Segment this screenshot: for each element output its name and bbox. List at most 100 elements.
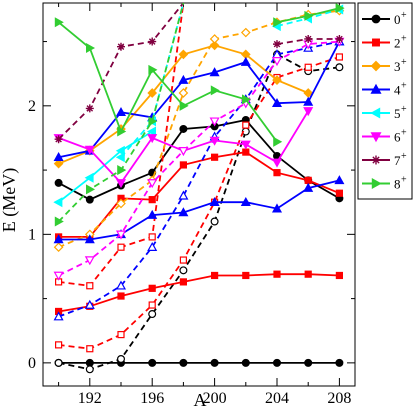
series-line (58, 119, 340, 201)
data-point (271, 57, 283, 67)
legend-label-sup: + (401, 128, 407, 139)
data-point (242, 148, 250, 156)
data-point (271, 203, 283, 213)
series-19 (54, 17, 283, 147)
data-point (117, 292, 125, 300)
data-point (117, 42, 125, 51)
axis-ticks (43, 3, 355, 386)
data-point (115, 107, 127, 117)
legend-label: 6 (394, 130, 401, 145)
legend-label-sup: + (401, 151, 407, 162)
data-point (304, 10, 314, 21)
data-point (241, 358, 250, 367)
series-line (58, 56, 340, 350)
series-20 (54, 3, 185, 227)
data-point (240, 140, 251, 150)
data-point (334, 175, 345, 185)
data-point (148, 233, 156, 241)
series-10 (53, 175, 345, 244)
data-point (371, 177, 382, 190)
data-point (148, 358, 157, 367)
data-point (85, 104, 94, 113)
legend-label-sup: + (401, 104, 407, 115)
data-point (85, 365, 94, 374)
data-point (179, 161, 187, 169)
data-point (242, 271, 250, 280)
data-point (84, 145, 95, 155)
legend-label: 3 (394, 59, 401, 74)
data-point (304, 34, 313, 43)
series-line (58, 21, 278, 143)
data-point (86, 282, 94, 290)
data-point (273, 358, 282, 367)
legend-entry: 6 + (362, 128, 407, 145)
data-point (303, 107, 314, 117)
data-point (370, 83, 382, 94)
series-12 (53, 126, 156, 208)
data-point (209, 67, 220, 77)
legend-label-sup: + (401, 175, 407, 186)
series-7 (53, 40, 314, 169)
data-point (84, 256, 95, 266)
legend-entry: 3 + (362, 57, 407, 74)
data-point (371, 14, 381, 24)
data-point (86, 345, 94, 353)
legend-entry: 2 + (362, 34, 407, 51)
data-point (273, 40, 281, 49)
y-tick-label: 1 (28, 226, 36, 243)
data-point (53, 158, 64, 169)
data-point (146, 126, 156, 137)
data-point (372, 38, 380, 47)
data-point (147, 209, 158, 219)
data-point (209, 34, 220, 44)
data-point (147, 241, 158, 251)
data-point (335, 271, 343, 280)
legend-label: 7 (394, 153, 401, 168)
data-point (148, 301, 156, 309)
plot-frame (42, 2, 356, 387)
legend-label: 8 (394, 177, 401, 192)
data-point (115, 280, 127, 290)
data-point (211, 271, 219, 280)
data-point (303, 96, 314, 106)
data-point (54, 178, 63, 187)
data-point (53, 151, 64, 162)
data-point (179, 278, 187, 286)
data-point (117, 243, 125, 251)
series-21 (273, 3, 345, 28)
data-point (54, 216, 64, 227)
series-line (58, 273, 340, 313)
data-point (273, 17, 283, 28)
tick-labels: 192 196 200 204 208 0 1 2 (28, 98, 351, 407)
data-point (116, 198, 126, 209)
legend-label: 0 (394, 12, 401, 27)
data-point (148, 37, 157, 46)
series-6 (54, 3, 185, 290)
data-point (53, 234, 64, 244)
data-series (53, 3, 345, 374)
data-point (178, 88, 189, 98)
data-point (273, 270, 281, 278)
data-point (147, 88, 158, 98)
data-point (148, 196, 156, 204)
legend-entry: 0 + (362, 10, 407, 27)
data-point (304, 358, 313, 367)
series-18 (273, 34, 344, 49)
series-line (58, 179, 340, 241)
data-point (148, 64, 158, 75)
data-point (303, 182, 314, 192)
series-line (58, 151, 340, 238)
data-point (117, 126, 127, 137)
x-tick-label: 200 (203, 390, 227, 407)
data-point (178, 190, 189, 200)
legend-label: 4 (394, 83, 401, 98)
data-point (147, 134, 158, 144)
data-point (304, 176, 312, 184)
data-point (115, 152, 125, 163)
data-point (115, 230, 127, 240)
legend-label-sup: + (401, 34, 407, 45)
series-3 (54, 270, 343, 316)
data-point (117, 165, 127, 176)
data-point (335, 189, 343, 197)
